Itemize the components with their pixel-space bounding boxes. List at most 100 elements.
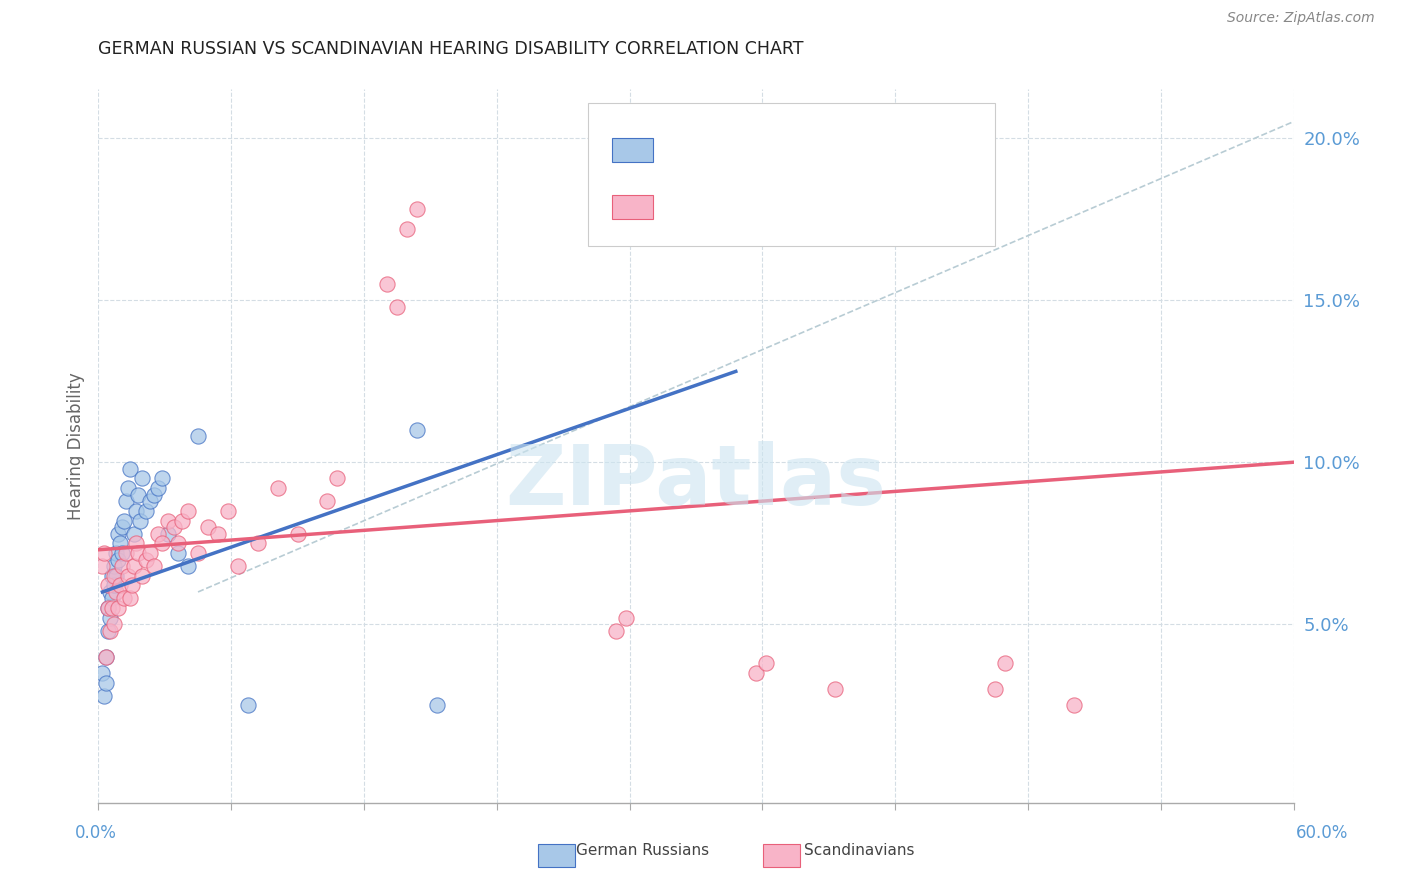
Point [406, 202, 429, 217]
Point [125, 504, 148, 518]
Point [148, 526, 170, 541]
FancyBboxPatch shape [588, 103, 995, 246]
Point [150, 536, 173, 550]
Point [177, 504, 200, 518]
Point [984, 682, 1007, 697]
Point [115, 546, 138, 560]
Point [605, 624, 627, 638]
Point [105, 546, 128, 560]
Point [197, 520, 219, 534]
Y-axis label: Hearing Disability: Hearing Disability [66, 372, 84, 520]
Point [287, 526, 309, 541]
Point [91, 559, 114, 574]
Point [97, 624, 120, 638]
Point [207, 526, 229, 541]
Point [97, 601, 120, 615]
Point [167, 546, 190, 560]
Point [105, 585, 128, 599]
Point [246, 536, 269, 550]
Point [103, 559, 125, 574]
FancyBboxPatch shape [613, 137, 652, 162]
Point [755, 657, 778, 671]
Point [385, 300, 409, 314]
Point [91, 666, 114, 681]
Point [107, 552, 129, 566]
Point [426, 698, 449, 713]
Point [101, 568, 124, 582]
Text: R =  0.172: R = 0.172 [666, 198, 762, 216]
FancyBboxPatch shape [613, 194, 652, 219]
Text: German Russians: German Russians [576, 844, 710, 858]
Point [994, 657, 1017, 671]
Point [107, 601, 129, 615]
Point [120, 591, 142, 606]
Point [187, 546, 209, 560]
Point [117, 568, 139, 582]
Text: Source: ZipAtlas.com: Source: ZipAtlas.com [1227, 12, 1375, 25]
Point [226, 559, 249, 574]
Point [143, 559, 166, 574]
Point [131, 568, 153, 582]
Point [111, 559, 134, 574]
Point [187, 429, 209, 443]
Point [143, 488, 166, 502]
Point [96, 649, 118, 664]
Point [100, 585, 122, 599]
Point [150, 471, 173, 485]
Point [824, 682, 846, 697]
Point [745, 666, 768, 681]
Point [157, 514, 180, 528]
Point [101, 591, 124, 606]
Point [172, 514, 194, 528]
Text: 60.0%: 60.0% [1295, 824, 1348, 842]
Point [614, 611, 637, 625]
Point [139, 546, 162, 560]
Point [135, 552, 157, 566]
Text: Scandinavians: Scandinavians [804, 844, 915, 858]
Point [139, 494, 162, 508]
Point [111, 546, 134, 560]
Point [112, 591, 135, 606]
Point [129, 514, 152, 528]
Point [97, 578, 120, 592]
Point [103, 617, 125, 632]
Point [107, 526, 129, 541]
Point [96, 649, 118, 664]
Point [121, 578, 143, 592]
Text: N = 40: N = 40 [858, 141, 925, 159]
Point [167, 536, 190, 550]
Point [115, 494, 138, 508]
Point [93, 546, 115, 560]
Point [124, 559, 146, 574]
Point [326, 471, 349, 485]
Point [267, 481, 290, 495]
Point [406, 423, 429, 437]
Point [127, 546, 149, 560]
Point [120, 461, 142, 475]
Point [117, 481, 139, 495]
Point [163, 520, 186, 534]
Point [131, 471, 153, 485]
Point [135, 504, 157, 518]
Point [396, 221, 419, 235]
Point [1063, 698, 1085, 713]
Text: ZIPatlas: ZIPatlas [506, 442, 886, 522]
Point [148, 481, 170, 495]
Point [110, 578, 132, 592]
Text: GERMAN RUSSIAN VS SCANDINAVIAN HEARING DISABILITY CORRELATION CHART: GERMAN RUSSIAN VS SCANDINAVIAN HEARING D… [98, 40, 804, 58]
Point [112, 514, 135, 528]
Point [217, 504, 239, 518]
Point [101, 601, 124, 615]
Point [177, 559, 200, 574]
Point [127, 488, 149, 502]
Point [375, 277, 398, 291]
Point [96, 675, 118, 690]
Point [97, 601, 120, 615]
Point [100, 611, 122, 625]
Text: R = 0.507: R = 0.507 [666, 141, 756, 159]
Point [316, 494, 339, 508]
Point [105, 568, 128, 582]
Point [125, 536, 148, 550]
Text: N = 54: N = 54 [858, 198, 925, 216]
Point [157, 526, 180, 541]
